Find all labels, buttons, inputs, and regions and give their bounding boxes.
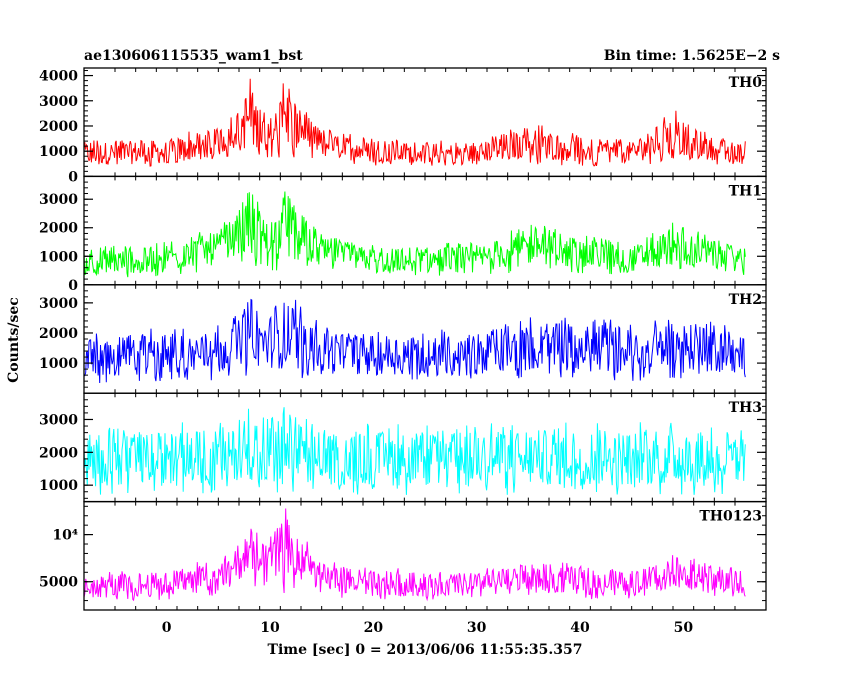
- x-tick-label: 20: [364, 620, 384, 636]
- x-axis-label: Time [sec] 0 = 2013/06/06 11:55:35.357: [268, 642, 583, 658]
- th1-series-line: [83, 191, 746, 278]
- th0123-series-line: [83, 508, 746, 602]
- th0-y-tick-label: 4000: [39, 69, 78, 85]
- th1-y-tick-label: 1000: [39, 249, 78, 265]
- th3-panel-label: TH3: [729, 400, 762, 416]
- bin-time-label: Bin time: 1.5625E−2 s: [604, 48, 780, 64]
- th3-y-tick-label: 2000: [39, 445, 78, 461]
- th0123-panel-frame: [83, 500, 767, 611]
- x-tick-label: 10: [260, 620, 280, 636]
- x-tick-label: 30: [467, 620, 487, 636]
- chart-title: ae130606115535_wam1_bst: [84, 48, 303, 64]
- th0123-y-tick-label: 5000: [39, 575, 78, 591]
- th2-panel-frame: [83, 284, 767, 394]
- th2-series-line: [83, 298, 746, 384]
- th2-panel-label: TH2: [729, 292, 762, 308]
- th1-panel-frame: [83, 175, 767, 286]
- th0123-panel-label: TH0123: [699, 509, 762, 525]
- panels-group: 0 1000 2000 3000 4000 TH0 0 1000 2000 3000 TH1 1000…: [39, 67, 767, 636]
- th3-y-tick-label: 3000: [39, 412, 78, 428]
- th2-y-tick-label: 1000: [39, 356, 78, 372]
- th0-y-tick-label: 1000: [39, 144, 78, 160]
- th1-y-tick-label: 3000: [39, 192, 78, 208]
- th0123-y-tick-label: 10⁴: [52, 528, 78, 544]
- x-tick-label: 0: [162, 620, 172, 636]
- th0-y-tick-label: 2000: [39, 119, 78, 135]
- th0-y-tick-label: 3000: [39, 94, 78, 110]
- th2-y-tick-label: 3000: [39, 296, 78, 312]
- y-axis-label: Counts/sec: [6, 297, 22, 383]
- th1-y-tick-label: 0: [68, 278, 78, 294]
- x-tick-label: 40: [570, 620, 590, 636]
- th0-series-line: [83, 78, 746, 167]
- th3-y-tick-label: 1000: [39, 478, 78, 494]
- th1-y-tick-label: 2000: [39, 221, 78, 237]
- x-tick-label: 50: [674, 620, 694, 636]
- th1-panel-label: TH1: [729, 183, 762, 199]
- th3-series-line: [83, 407, 746, 495]
- th3-panel-frame: [83, 392, 767, 503]
- th0-y-tick-label: 0: [68, 169, 78, 185]
- th0-panel-label: TH0: [729, 75, 763, 91]
- th2-y-tick-label: 2000: [39, 326, 78, 342]
